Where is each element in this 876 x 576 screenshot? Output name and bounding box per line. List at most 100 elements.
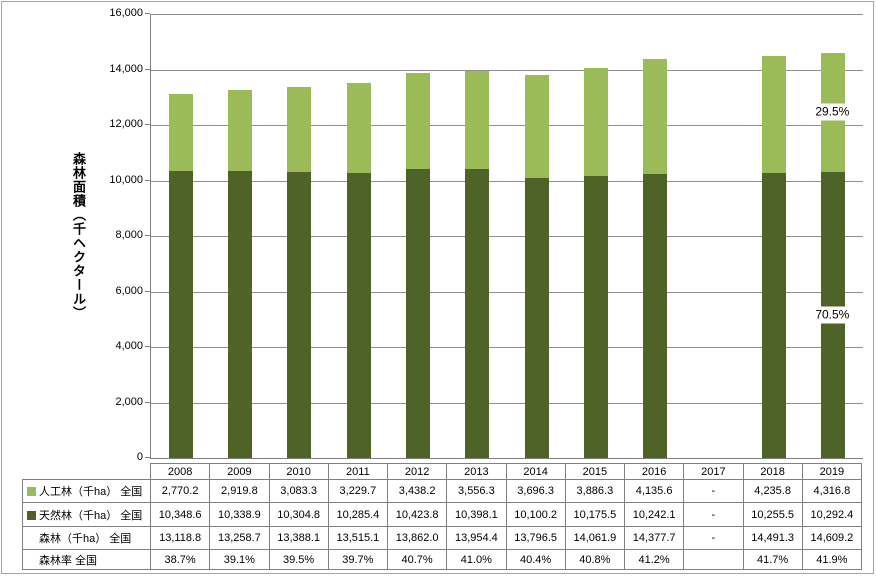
value-cell: 4,135.6	[623, 479, 685, 503]
row-label-cell: 森林率 全国	[22, 549, 151, 570]
value-cell: 38.7%	[149, 549, 211, 570]
value-cell: 41.7%	[742, 549, 803, 570]
value-cell: 2,919.8	[209, 479, 270, 503]
bar-segment-planted-forest	[168, 93, 193, 171]
gridline	[151, 14, 863, 15]
value-cell: 4,235.8	[742, 479, 803, 503]
year-header-cell: 2018	[742, 463, 803, 480]
y-axis-tick-label: 6,000	[115, 284, 143, 297]
y-axis-tick	[145, 235, 150, 236]
legend-swatch-natural-forest	[27, 510, 36, 520]
value-cell: 39.1%	[209, 549, 270, 570]
gridline	[151, 69, 863, 71]
bar-segment-natural-forest	[346, 172, 371, 458]
table-row: 人工林（千ha） 全国 2,770.2 2,919.8 3,083.3 3,229.7 3…	[22, 479, 863, 503]
value-cell: 10,242.1	[623, 502, 685, 527]
value-cell: 13,862.0	[386, 526, 448, 550]
year-header-cell: 2016	[623, 463, 685, 480]
year-header-cell: 2019	[801, 463, 863, 480]
value-cell: 10,292.4	[801, 502, 863, 527]
y-axis-tick-label: 0	[136, 451, 143, 463]
y-axis-tick-label: 2,000	[115, 395, 143, 408]
plot-area	[150, 14, 863, 459]
table-row: 森林（千ha） 全国 13,118.8 13,258.7 13,388.1 13,515…	[22, 526, 863, 550]
year-header-cell: 2013	[446, 463, 507, 480]
bar-segment-planted-forest	[228, 90, 252, 172]
year-header-cell: 2011	[327, 463, 389, 480]
bar-segment-planted-forest	[584, 67, 608, 176]
value-cell: 14,609.2	[801, 526, 863, 550]
bar-segment-natural-forest	[406, 168, 430, 458]
value-cell: 14,377.7	[623, 526, 685, 550]
value-cell: 10,100.2	[505, 502, 566, 527]
gridline	[151, 402, 863, 404]
bar-segment-planted-forest	[406, 73, 430, 169]
gridline	[151, 347, 863, 348]
bar-segment-natural-forest	[228, 171, 252, 458]
y-axis-tick	[145, 401, 150, 403]
y-axis-tick	[145, 124, 150, 125]
value-cell: 41.0%	[446, 549, 507, 570]
bar-segment-natural-forest	[584, 175, 608, 458]
value-cell: 10,398.1	[446, 502, 507, 527]
y-axis-tick	[145, 457, 150, 458]
data-table-wrap: 2008 2009 2010 2011 2012 2013 2014 2015 2016 2017…	[22, 463, 863, 570]
table-row: 森林率 全国 38.7% 39.1% 39.5% 39.7% 40.7% 41.0% 40.4…	[22, 549, 863, 570]
y-axis-tick	[145, 13, 150, 14]
value-cell: 14,491.3	[742, 526, 803, 550]
data-label: 29.5%	[812, 103, 853, 121]
y-axis-tick	[145, 179, 150, 181]
table-corner-blank	[23, 464, 151, 480]
value-cell: 10,255.5	[742, 502, 803, 527]
gridline	[151, 180, 863, 182]
value-cell: 13,515.1	[327, 526, 389, 550]
gridline	[151, 125, 863, 126]
bar-segment-natural-forest	[762, 173, 786, 458]
table-row: 天然林（千ha） 全国 10,348.6 10,338.9 10,304.8 10,28…	[22, 502, 863, 527]
value-cell: -	[683, 502, 744, 527]
y-axis-tick	[145, 290, 150, 292]
data-label: 70.5%	[812, 306, 853, 324]
value-cell: 41.2%	[623, 549, 685, 570]
row-label-cell: 天然林（千ha） 全国	[22, 502, 151, 527]
y-axis-title: 森林面積（千ヘクタール）	[71, 152, 86, 320]
bar-segment-planted-forest	[465, 70, 490, 170]
value-cell: 3,696.3	[505, 479, 566, 503]
value-cell: 10,285.4	[327, 502, 389, 527]
row-label-cell: 森林（千ha） 全国	[22, 526, 151, 550]
value-cell: 13,954.4	[446, 526, 507, 550]
value-cell: 3,886.3	[564, 479, 626, 503]
value-cell: 10,175.5	[564, 502, 626, 527]
value-cell: -	[683, 526, 744, 550]
value-cell: 3,229.7	[327, 479, 389, 503]
y-axis-tick	[145, 68, 150, 70]
year-header-cell: 2017	[683, 463, 744, 480]
value-cell: 13,796.5	[505, 526, 566, 550]
legend-swatch-planted-forest	[27, 487, 36, 496]
bar-segment-planted-forest	[524, 75, 549, 178]
value-cell: 3,438.2	[386, 479, 448, 503]
value-cell: 39.5%	[268, 549, 329, 570]
bar-segment-planted-forest	[287, 86, 312, 173]
value-cell: 14,061.9	[564, 526, 626, 550]
y-axis-tick-label: 16,000	[109, 7, 143, 19]
value-cell	[683, 549, 744, 570]
year-header-cell: 2009	[209, 463, 270, 480]
bar-segment-natural-forest	[524, 177, 549, 458]
value-cell: 10,348.6	[149, 502, 211, 527]
y-axis-tick	[145, 346, 150, 347]
gridline	[151, 236, 863, 237]
year-header-cell: 2008	[149, 463, 211, 480]
value-cell: 2,770.2	[149, 479, 211, 503]
bar-segment-natural-forest	[287, 172, 312, 458]
year-header-cell: 2012	[386, 463, 448, 480]
year-header-cell: 2015	[564, 463, 626, 480]
y-axis-tick-label: 8,000	[115, 229, 143, 241]
value-cell: 3,083.3	[268, 479, 329, 503]
y-axis-tick-label: 4,000	[115, 340, 143, 352]
bar-segment-planted-forest	[762, 55, 786, 174]
value-cell: 10,423.8	[386, 502, 448, 527]
value-cell: 13,118.8	[149, 526, 211, 550]
value-cell: 41.9%	[801, 549, 863, 570]
